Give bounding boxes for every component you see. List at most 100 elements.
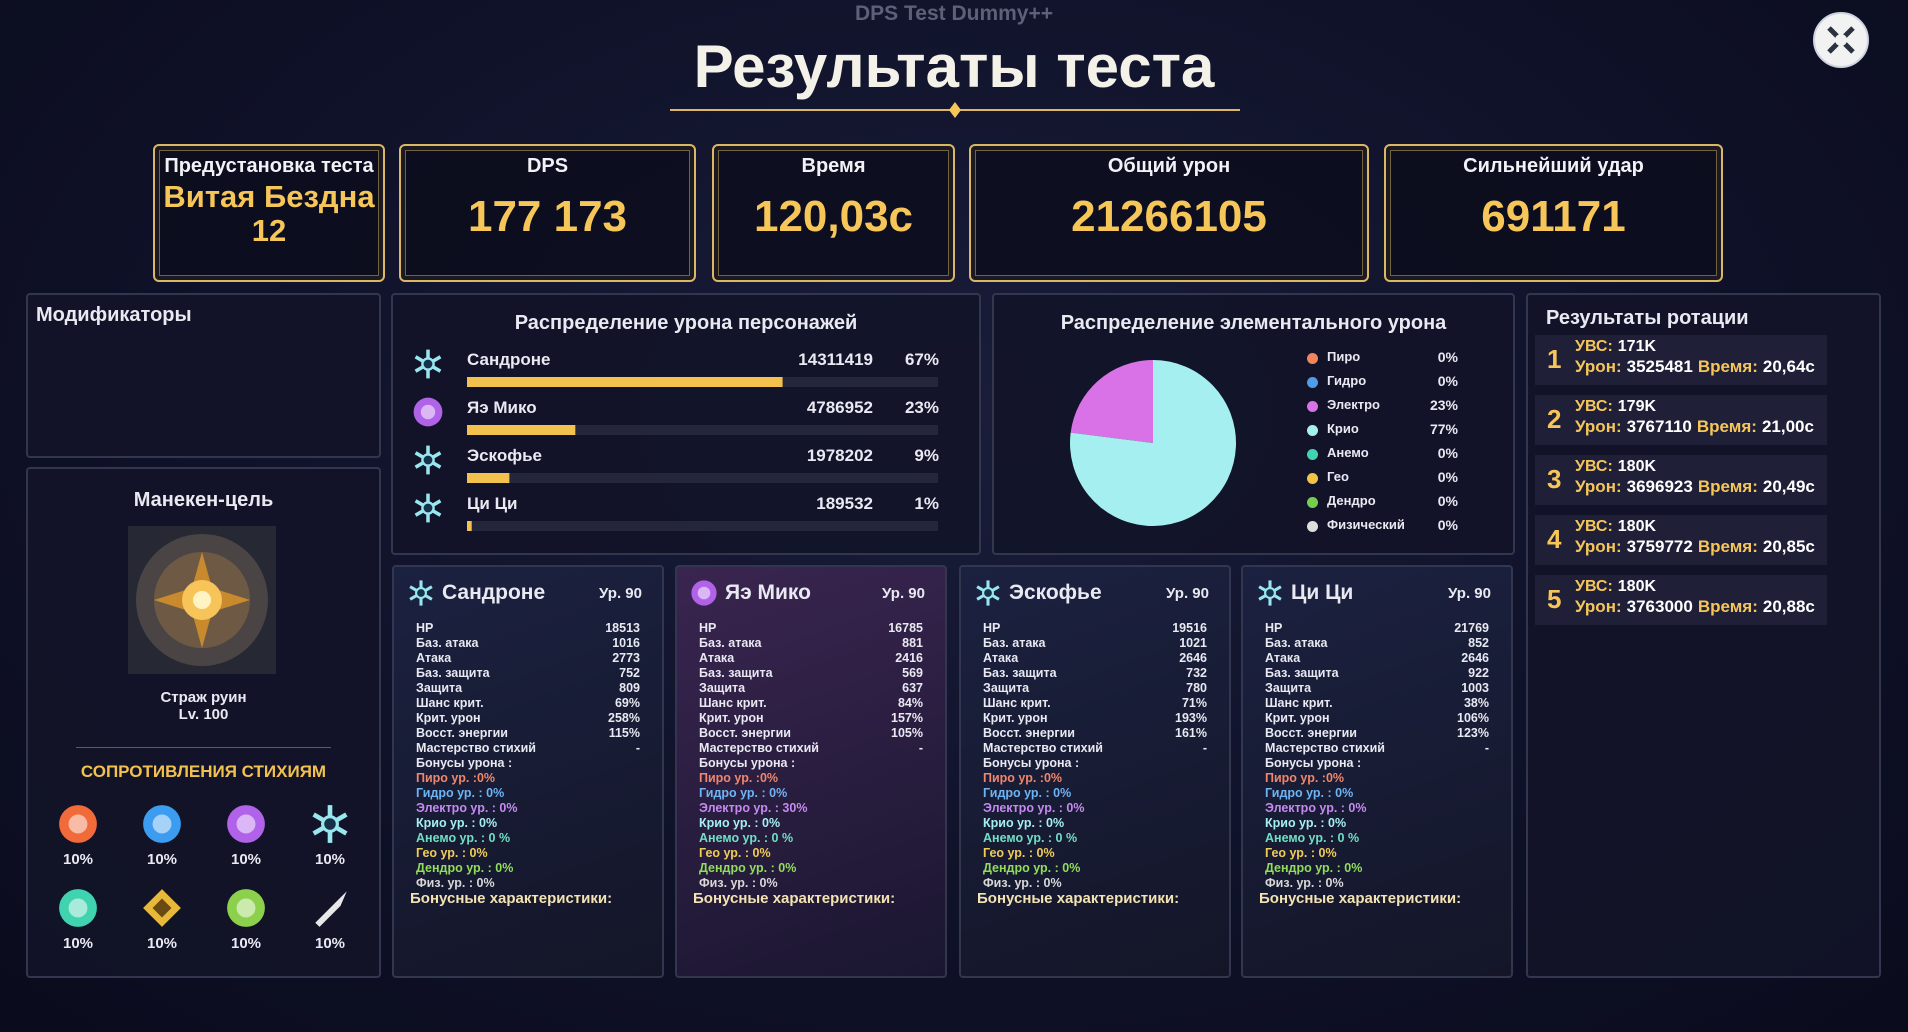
character-name: Яэ Мико [725,581,811,604]
character-share: 23% [904,398,939,417]
character-name: Ци Ци [1291,581,1354,604]
bonus-line: Гидро ур. : 0% [416,786,505,800]
bonus-line: Анемо ур. : 0 % [1265,831,1360,845]
bar-track [467,473,938,483]
character-name: Яэ Мико [467,398,537,417]
stat-value: 21769 [1454,621,1489,635]
card-label: Сильнейший удар [1463,155,1644,177]
pyro-icon [59,805,97,843]
cryo-icon [409,580,433,606]
anemo-icon [59,889,97,927]
bonus-line: Физ. ур. : 0% [983,876,1062,890]
legend-value: 0% [1437,373,1458,389]
stat-value: 71% [1181,696,1207,710]
summary-card: DPS 177 173 [399,144,696,282]
legend-swatch [1307,497,1318,508]
card-label: Предустановка теста [164,155,374,177]
stat-value: 115% [608,726,640,740]
bonus-line: Дендро ур. : 0% [699,861,797,875]
bonus-line: Пиро ур. :0% [416,771,496,785]
legend-name: Дендро [1327,493,1376,508]
bonus-line: Дендро ур. : 0% [416,861,514,875]
bonus-line: Гидро ур. : 0% [1265,786,1354,800]
stat-value: 69% [614,696,640,710]
bonus-line: Электро ур. : 30% [699,801,808,815]
stat-value: 852 [1468,636,1489,650]
card-value: 691171 [1481,192,1626,241]
phys-icon [315,891,347,927]
legend-name: Физический [1327,517,1405,532]
stat-value: - [1202,741,1207,755]
stat-label: Шанс крит. [416,696,484,710]
legend-value: 0% [1437,517,1458,533]
resistance-value: 10% [62,935,94,952]
stat-label: Атака [1265,651,1301,665]
card-value: Витая Бездна 12 [163,179,375,248]
dummy-portrait [128,526,276,674]
card-label: Общий урон [1107,155,1231,177]
stat-value: 18513 [605,621,640,635]
electro-icon [691,580,717,606]
summary-card: Время 120,03с [712,144,955,282]
cryo-icon [1258,580,1282,606]
bonus-line: Дендро ур. : 0% [1265,861,1363,875]
dmg-value: 3767110 [1626,417,1692,436]
bonus-line: Анемо ур. : 0 % [416,831,511,845]
card-label: Время [801,155,866,177]
rotation-line: Урон: 3525481 Время: 20,64с [1575,357,1815,377]
stat-label: HP [416,621,434,635]
legend-name: Электро [1327,397,1380,412]
stat-value: 1003 [1461,681,1489,695]
rotation-line: Урон: 3763000 Время: 20,88с [1575,597,1815,617]
character-level: Ур. 90 [1448,585,1491,602]
rotation-rank: 5 [1547,584,1562,614]
stat-value: 780 [1186,681,1207,695]
electro-icon [413,397,443,427]
stat-label: Защита [699,681,746,695]
stat-label: Баз. атака [1265,636,1328,650]
cryo-icon [414,349,442,379]
stat-label: Баз. защита [983,666,1057,680]
dummy-name: Страж руин [160,689,247,706]
extra-title: Бонусные характеристики: [977,890,1180,907]
legend-value: 23% [1429,397,1458,413]
character-level: Ур. 90 [1166,585,1209,602]
time-value: 21,00с [1761,417,1814,436]
stat-value: 881 [902,636,923,650]
extra-title: Бонусные характеристики: [693,890,896,907]
bonus-line: Гео ур. : 0% [699,846,771,860]
time-label: Время: [1697,477,1758,496]
stat-value: 732 [1186,666,1207,680]
rotation-line: УВС: 179K [1575,398,1656,416]
close-button[interactable] [1812,11,1870,69]
extra-title: Бонусные характеристики: [1259,890,1462,907]
stat-label: Баз. атака [699,636,762,650]
legend-value: 0% [1437,445,1458,461]
stat-label: Атака [699,651,735,665]
rotation-line: Урон: 3767110 Время: 21,00с [1575,417,1814,437]
stat-label: Шанс крит. [983,696,1051,710]
legend-swatch [1307,473,1318,484]
hydro-icon [143,805,181,843]
character-panel: Яэ Мико Ур. 90 HP 16785 Баз. атака 881 Атака 24… [675,565,947,978]
bonus-title: Бонусы урона : [1265,756,1362,770]
ubc-label: УВС: [1575,518,1613,535]
legend-name: Гидро [1327,373,1367,388]
elemental-panel: Распределение элементального урона Пиро 0… [992,293,1515,555]
stat-value: 637 [902,681,923,695]
stat-label: Мастерство стихий [983,741,1103,755]
character-share: 67% [904,350,939,369]
dmg-label: Урон: [1575,597,1622,616]
legend-name: Крио [1327,421,1359,436]
legend-name: Гео [1327,469,1349,484]
bar-track [467,425,938,435]
character-name: Сандроне [467,350,551,369]
stat-value: 2773 [612,651,640,665]
character-name: Ци Ци [467,494,518,513]
stat-value: 19516 [1172,621,1207,635]
stat-label: Восст. энергии [1265,726,1357,740]
time-value: 20,49с [1762,477,1815,496]
dmg-value: 3759772 [1626,537,1693,556]
stat-value: 922 [1468,666,1489,680]
